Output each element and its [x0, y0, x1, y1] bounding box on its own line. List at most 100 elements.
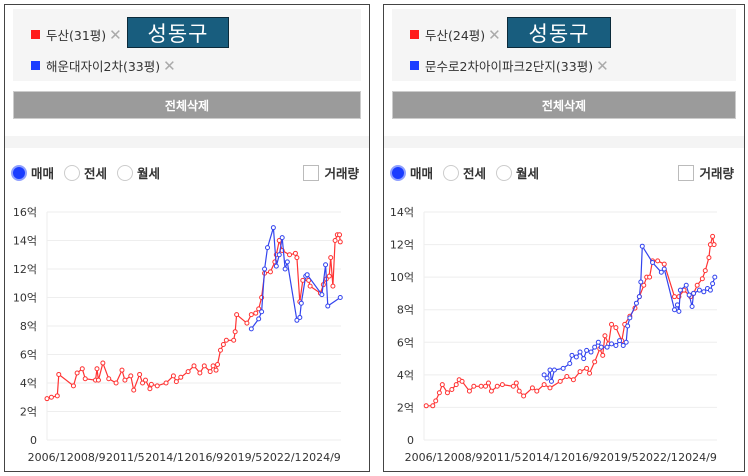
data-point: [459, 378, 465, 384]
data-point: [683, 282, 689, 288]
remove-icon[interactable]: ✕: [109, 25, 122, 44]
data-point: [478, 383, 484, 389]
data-point: [650, 259, 656, 265]
radio-button[interactable]: [64, 164, 81, 181]
y-tick-label: 8억: [397, 304, 414, 317]
series-color-swatch: [31, 61, 40, 70]
apartment-label: 해운대자이2차(33평): [46, 59, 161, 74]
data-point: [689, 303, 695, 309]
radio-jeonse[interactable]: 전세: [443, 163, 486, 182]
data-point: [215, 361, 221, 367]
radio-sale[interactable]: 매매: [390, 163, 433, 182]
data-point: [48, 394, 54, 400]
data-point: [625, 323, 631, 329]
radio-button[interactable]: [443, 164, 460, 181]
data-point: [548, 378, 554, 384]
y-tick-label: 0: [407, 434, 414, 447]
data-point: [148, 381, 154, 387]
data-point: [307, 283, 313, 289]
remove-icon[interactable]: ✕: [163, 56, 176, 75]
data-point: [430, 403, 436, 409]
data-point: [276, 252, 282, 258]
data-point: [485, 380, 491, 386]
data-point: [636, 294, 642, 300]
data-point: [633, 300, 639, 306]
radio-jeonse[interactable]: 전세: [64, 163, 107, 182]
comparison-panel-right: 두산(24평) ✕ 문수로2차아이파크2단지(33평) ✕ 성동구 전체삭제 매…: [383, 4, 745, 472]
price-chart: 0 2억 4억 6억 8억 10억 12억 14억 2006/1 2008/9 2011/5 2014…: [390, 206, 718, 464]
data-point: [231, 337, 237, 343]
clear-all-button[interactable]: 전체삭제: [392, 91, 736, 119]
data-point: [95, 377, 101, 383]
data-point: [207, 369, 213, 375]
checkbox[interactable]: [303, 164, 320, 181]
series-color-swatch: [31, 30, 40, 39]
data-point: [620, 343, 626, 349]
volume-checkbox[interactable]: 거래량: [303, 163, 359, 182]
apartment-label: 문수로2차아이파크2단지(33평): [425, 59, 594, 74]
radio-button[interactable]: [117, 164, 134, 181]
data-point: [185, 369, 191, 375]
checkbox-label: 거래량: [699, 166, 734, 181]
trade-type-radio-group: 매매 전세 월세: [390, 163, 549, 182]
x-tick-label: 2008/9: [444, 451, 483, 464]
apartment-chip: 두산(24평) ✕: [410, 25, 501, 44]
x-tick-label: 2024/9: [302, 451, 341, 464]
data-point: [213, 367, 219, 373]
data-point: [256, 306, 262, 312]
remove-icon[interactable]: ✕: [596, 56, 609, 75]
radio-button[interactable]: [11, 164, 27, 181]
apartment-label: 두산(31평): [46, 28, 107, 43]
data-point: [560, 365, 566, 371]
data-point: [516, 388, 522, 394]
data-point: [220, 342, 226, 348]
data-point: [284, 259, 290, 265]
data-point: [256, 316, 262, 322]
radio-sale[interactable]: 매매: [11, 163, 54, 182]
data-point: [253, 310, 259, 316]
data-point: [154, 383, 160, 389]
data-point: [201, 363, 207, 369]
data-point: [217, 347, 223, 353]
checkbox[interactable]: [678, 164, 695, 181]
radio-button[interactable]: [390, 164, 406, 181]
data-point: [609, 321, 615, 327]
data-point: [337, 239, 343, 245]
data-point: [244, 320, 250, 326]
y-tick-label: 4억: [397, 369, 414, 382]
remove-icon[interactable]: ✕: [488, 25, 501, 44]
trade-type-radio-group: 매매 전세 월세: [11, 163, 170, 182]
data-point: [499, 382, 505, 388]
data-point: [706, 255, 712, 261]
x-tick-label: 2016/9: [184, 451, 223, 464]
clear-all-button[interactable]: 전체삭제: [13, 91, 361, 119]
apartment-chip: 문수로2차아이파크2단지(33평) ✕: [410, 56, 609, 75]
data-point: [466, 388, 472, 394]
data-point: [609, 341, 615, 347]
data-point: [197, 370, 203, 376]
data-point: [471, 383, 477, 389]
radio-label: 전세: [84, 166, 108, 181]
data-point: [672, 307, 678, 313]
radio-button[interactable]: [496, 164, 513, 181]
data-point: [694, 282, 700, 288]
volume-checkbox[interactable]: 거래량: [678, 163, 734, 182]
data-point: [674, 302, 680, 308]
data-point: [79, 366, 85, 372]
apartment-chip: 해운대자이2차(33평) ✕: [31, 56, 176, 75]
radio-monthly-rent[interactable]: 월세: [117, 163, 160, 182]
data-point: [577, 349, 583, 355]
data-point: [592, 344, 598, 350]
data-point: [547, 367, 553, 373]
data-point: [699, 276, 705, 282]
data-point: [707, 287, 713, 293]
data-point: [712, 274, 718, 280]
radio-monthly-rent[interactable]: 월세: [496, 163, 539, 182]
y-tick-label: 4억: [20, 377, 37, 390]
x-tick-label: 2024/9: [678, 451, 717, 464]
data-point: [564, 373, 570, 379]
data-point: [297, 314, 303, 320]
data-point: [655, 258, 661, 264]
data-point: [541, 372, 547, 378]
data-point: [436, 390, 442, 396]
